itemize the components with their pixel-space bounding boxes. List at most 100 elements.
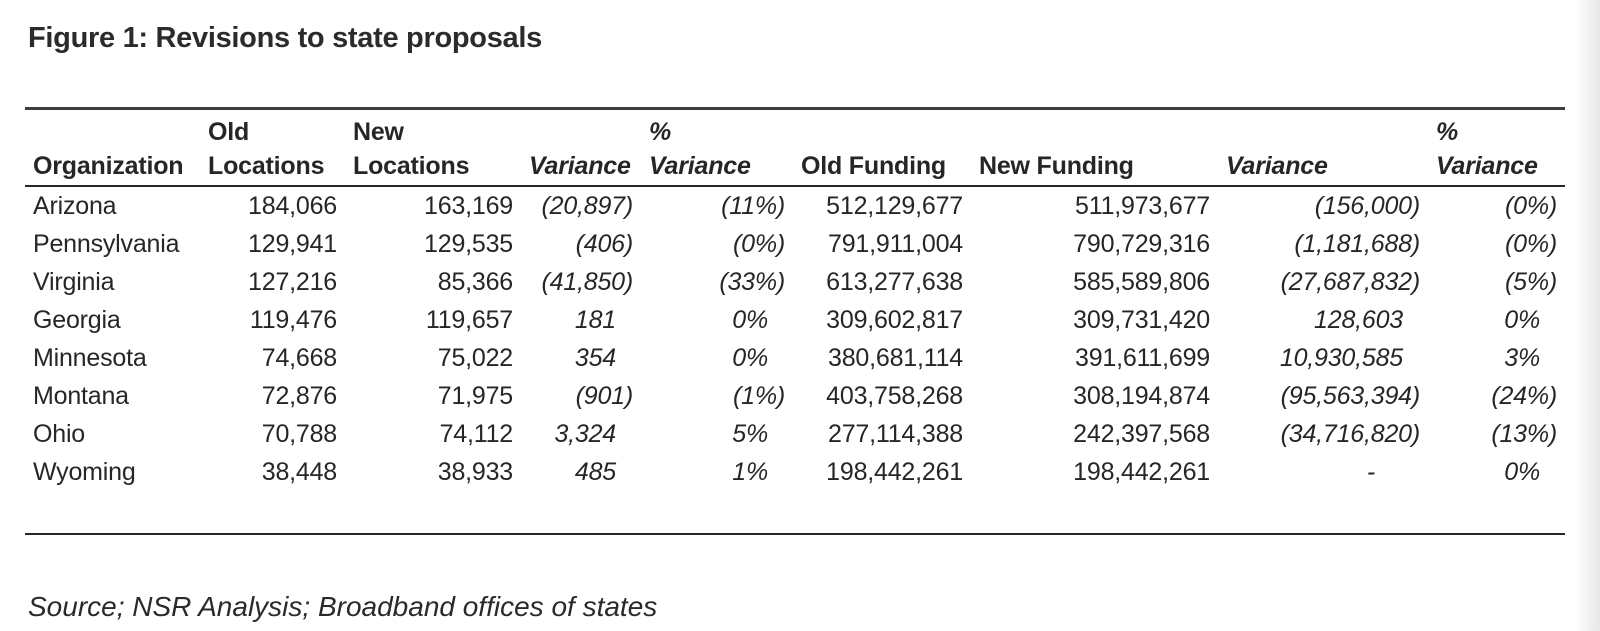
cell-variance-locations: 181 bbox=[574, 306, 616, 334]
column-header-text: % Variance bbox=[649, 115, 751, 183]
cell-new-funding: 511,973,677 bbox=[1075, 192, 1210, 220]
column-header-line2: Variance bbox=[1226, 152, 1328, 180]
table-row: Georgia 119,476 119,657 181 0% 309,602,817 309… bbox=[25, 301, 1565, 339]
cell-pct-variance-locations: 5% bbox=[732, 420, 768, 448]
cell-variance-funding: (27,687,832) bbox=[1280, 268, 1421, 296]
cell-organization: Wyoming bbox=[33, 458, 136, 486]
cell-organization: Montana bbox=[33, 382, 129, 410]
table-row: Montana 72,876 71,975 (901) (1%) 403,758,268 3… bbox=[25, 377, 1565, 415]
column-header-new-locations: New Locations bbox=[345, 110, 521, 187]
column-header-organization: Organization bbox=[25, 110, 200, 187]
cell-variance-funding: 10,930,585 bbox=[1279, 344, 1403, 372]
cell-old-funding: 791,911,004 bbox=[828, 230, 963, 258]
cell-old-funding: 380,681,114 bbox=[828, 344, 963, 372]
cell-pct-variance-funding: 3% bbox=[1504, 344, 1540, 372]
cell-pct-variance-funding: (0%) bbox=[1505, 192, 1557, 220]
column-header-text: New Locations bbox=[353, 115, 469, 183]
cell-pct-variance-locations: (0%) bbox=[733, 230, 785, 258]
cell-pct-variance-funding: (13%) bbox=[1491, 420, 1557, 448]
cell-pct-variance-locations: (11%) bbox=[721, 192, 785, 220]
cell-old-locations: 72,876 bbox=[261, 382, 337, 410]
column-header-line1: Old bbox=[208, 118, 250, 146]
table-row: Minnesota 74,668 75,022 354 0% 380,681,114 391… bbox=[25, 339, 1565, 377]
cell-new-funding: 242,397,568 bbox=[1073, 420, 1210, 448]
table-row: Arizona 184,066 163,169 (20,897) (11%) 512,12… bbox=[25, 186, 1565, 225]
cell-new-locations: 163,169 bbox=[424, 192, 513, 220]
column-header-new-funding: New Funding bbox=[971, 110, 1218, 187]
cell-new-locations: 129,535 bbox=[424, 230, 513, 258]
column-header-variance-funding: Variance bbox=[1218, 110, 1428, 187]
cell-variance-funding: (34,716,820) bbox=[1280, 420, 1421, 448]
cell-variance-locations: (41,850) bbox=[541, 268, 633, 296]
source-note: Source; NSR Analysis; Broadband offices … bbox=[28, 591, 658, 622]
cell-old-locations: 129,941 bbox=[248, 230, 337, 258]
revisions-table-wrap: Organization Old Locations New Locations Vari… bbox=[25, 107, 1565, 535]
cell-old-locations: 38,448 bbox=[261, 458, 337, 486]
cell-new-locations: 74,112 bbox=[439, 420, 514, 448]
column-header-text: % Variance bbox=[1436, 115, 1538, 183]
cell-variance-locations: 354 bbox=[574, 344, 616, 372]
cell-new-locations: 75,022 bbox=[437, 344, 513, 372]
table-row: Ohio 70,788 74,112 3,324 5% 277,114,388 242,39… bbox=[25, 415, 1565, 453]
column-header-old-funding: Old Funding bbox=[793, 110, 971, 187]
cell-organization: Pennsylvania bbox=[33, 230, 180, 258]
cell-pct-variance-funding: (24%) bbox=[1491, 382, 1557, 410]
column-header-pct-variance-funding: % Variance bbox=[1428, 110, 1565, 187]
cell-new-locations: 71,975 bbox=[437, 382, 513, 410]
figure-title: Figure 1: Revisions to state proposals bbox=[28, 22, 542, 54]
column-header-text: Variance bbox=[529, 115, 631, 183]
cell-old-funding: 309,602,817 bbox=[826, 306, 963, 334]
cell-pct-variance-funding: 0% bbox=[1504, 306, 1540, 334]
column-header-line1: New bbox=[353, 118, 404, 146]
cell-organization: Georgia bbox=[33, 306, 121, 334]
column-header-text: Organization bbox=[33, 115, 184, 183]
cell-organization: Virginia bbox=[33, 268, 115, 296]
column-header-line2: Organization bbox=[33, 152, 184, 180]
cell-new-funding: 790,729,316 bbox=[1073, 230, 1210, 258]
column-header-text: Variance bbox=[1226, 115, 1328, 183]
column-header-line2: Variance bbox=[1436, 152, 1538, 180]
column-header-line2: Variance bbox=[529, 152, 631, 180]
column-header-text: Old Locations bbox=[208, 115, 324, 183]
column-header-line1: % bbox=[1436, 118, 1459, 146]
cell-variance-locations: 485 bbox=[574, 458, 616, 486]
cell-pct-variance-funding: (0%) bbox=[1505, 230, 1557, 258]
column-header-line1 bbox=[529, 115, 631, 149]
cell-variance-funding: (95,563,394) bbox=[1280, 382, 1421, 410]
cell-pct-variance-locations: 0% bbox=[732, 306, 768, 334]
cell-pct-variance-funding: 0% bbox=[1504, 458, 1540, 486]
column-header-variance-locations: Variance bbox=[521, 110, 641, 187]
column-header-line1 bbox=[33, 115, 183, 149]
cell-variance-funding: (156,000) bbox=[1314, 192, 1420, 220]
table-row: Wyoming 38,448 38,933 485 1% 198,442,261 198,4… bbox=[25, 453, 1565, 491]
column-header-line1: % bbox=[649, 118, 672, 146]
column-header-line1 bbox=[979, 115, 1134, 149]
column-header-line2: Old Funding bbox=[801, 152, 946, 180]
cell-old-locations: 70,788 bbox=[261, 420, 337, 448]
table-row: Pennsylvania 129,941 129,535 (406) (0%) 791,9… bbox=[25, 225, 1565, 263]
cell-organization: Ohio bbox=[33, 420, 86, 448]
cell-old-funding: 198,442,261 bbox=[826, 458, 963, 486]
revisions-table: Organization Old Locations New Locations Vari… bbox=[25, 110, 1565, 491]
cell-pct-variance-locations: (1%) bbox=[733, 382, 785, 410]
cell-new-locations: 119,657 bbox=[425, 306, 513, 334]
cell-variance-funding: (1,181,688) bbox=[1294, 230, 1420, 258]
cell-old-locations: 74,668 bbox=[261, 344, 337, 372]
column-header-line2: New Funding bbox=[979, 152, 1134, 180]
column-header-line2: Locations bbox=[353, 152, 470, 180]
cell-pct-variance-funding: (5%) bbox=[1505, 268, 1557, 296]
cell-variance-locations: (20,897) bbox=[541, 192, 633, 220]
cell-variance-locations: (406) bbox=[575, 230, 634, 258]
cell-pct-variance-locations: 0% bbox=[732, 344, 768, 372]
table-header: Organization Old Locations New Locations Vari… bbox=[25, 110, 1565, 187]
column-header-text: Old Funding bbox=[801, 115, 946, 183]
cell-new-funding: 309,731,420 bbox=[1073, 306, 1210, 334]
cell-organization: Arizona bbox=[33, 192, 117, 220]
cell-organization: Minnesota bbox=[33, 344, 147, 372]
cell-pct-variance-locations: (33%) bbox=[719, 268, 785, 296]
table-header-row: Organization Old Locations New Locations Vari… bbox=[25, 110, 1565, 187]
cell-old-locations: 184,066 bbox=[248, 192, 337, 220]
cell-old-funding: 613,277,638 bbox=[826, 268, 963, 296]
cell-new-locations: 38,933 bbox=[437, 458, 513, 486]
